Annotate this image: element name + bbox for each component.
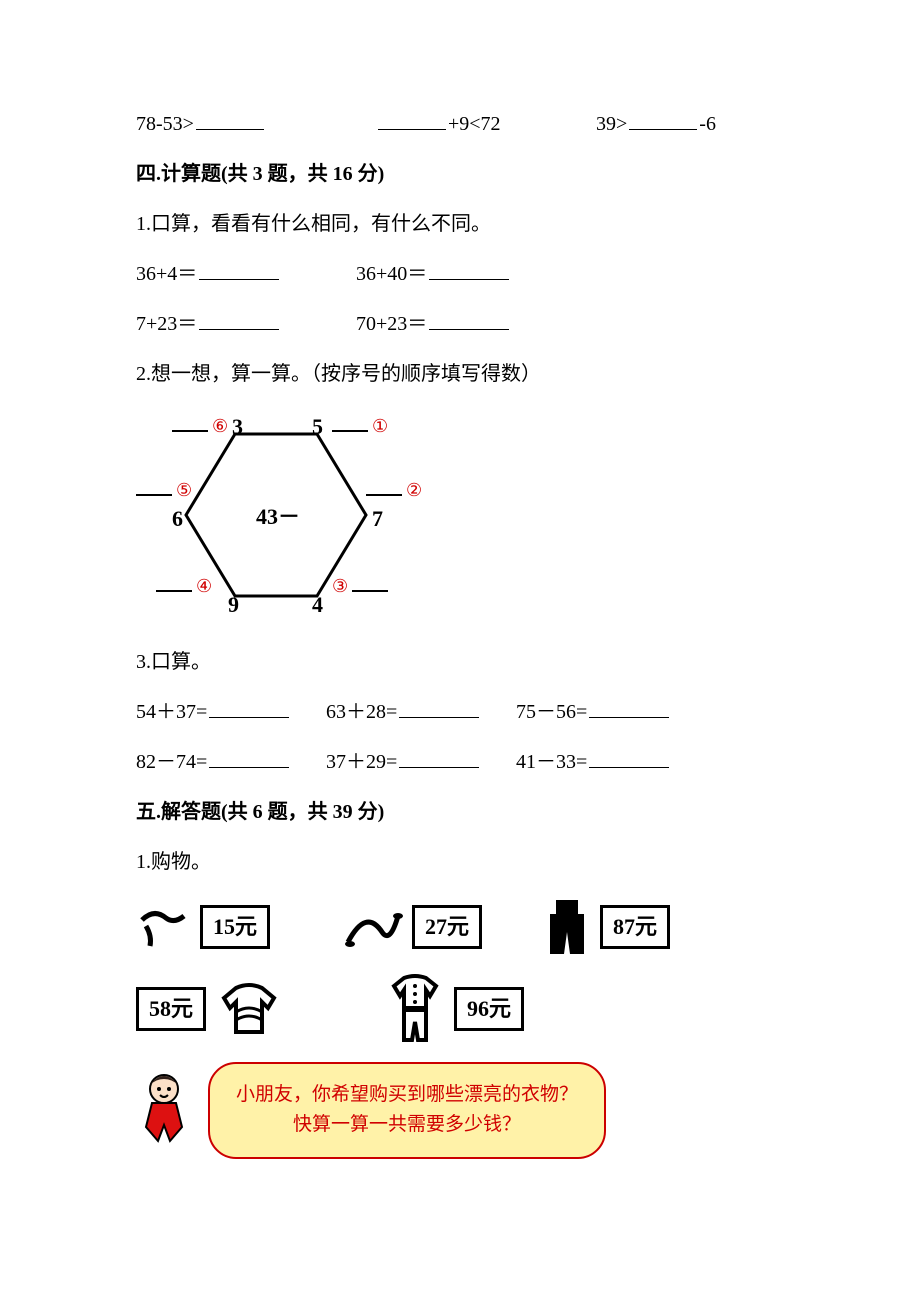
blank[interactable] (429, 260, 509, 280)
speech-bubble-row: 小朋友，你希望购买到哪些漂亮的衣物？ 快算一算一共需要多少钱？ (136, 1062, 784, 1159)
circled-6: ⑥ (212, 416, 228, 436)
hexagon-diagram: 43－ 3 ⑥ 5 ① 7 ② 4 ③ 9 ④ 6 ⑤ (136, 410, 426, 620)
scarf-icon (136, 906, 192, 948)
blank[interactable] (399, 698, 479, 718)
price-15: 15元 (200, 905, 270, 950)
expr: 82－74= (136, 751, 207, 773)
q4-1-text: 1.口算，看看有什么相同，有什么不同。 (136, 210, 784, 238)
q4-1-row1: 36+4＝ 36+40＝ (136, 260, 784, 288)
expr: 70+23＝ (356, 313, 427, 335)
bubble-line-1: 小朋友，你希望购买到哪些漂亮的衣物？ (236, 1080, 578, 1110)
kid-icon (136, 1071, 198, 1149)
blank[interactable] (136, 480, 172, 496)
blank[interactable] (629, 110, 697, 130)
blank[interactable] (378, 110, 446, 130)
hex-v-bl: 9 (228, 590, 239, 621)
price-87: 87元 (600, 905, 670, 950)
shop-row-1: 15元 27元 87元 (136, 898, 784, 956)
shopping-panel: 15元 27元 87元 58元 (136, 898, 784, 1159)
q4-1-row2: 7+23＝ 70+23＝ (136, 310, 784, 338)
speech-bubble: 小朋友，你希望购买到哪些漂亮的衣物？ 快算一算一共需要多少钱？ (208, 1062, 606, 1159)
blank[interactable] (172, 416, 208, 432)
ineq-3-prefix: 39> (596, 113, 627, 135)
price-58: 58元 (136, 987, 206, 1032)
blank[interactable] (352, 576, 388, 592)
hex-v-r: 7 (372, 504, 383, 535)
price-96: 96元 (454, 987, 524, 1032)
section-4-heading: 四.计算题(共 3 题，共 16 分) (136, 160, 784, 188)
blank[interactable] (196, 110, 264, 130)
expr: 41－33= (516, 751, 587, 773)
ineq-3-suffix: -6 (699, 113, 716, 135)
price-27: 27元 (412, 905, 482, 950)
blank[interactable] (429, 310, 509, 330)
q5-1-text: 1.购物。 (136, 848, 784, 876)
q4-3-text: 3.口算。 (136, 648, 784, 676)
circled-5: ⑤ (176, 480, 192, 500)
blank[interactable] (332, 416, 368, 432)
hex-v-l: 6 (172, 504, 183, 535)
expr: 75－56= (516, 701, 587, 723)
expr: 36+4＝ (136, 263, 197, 285)
inequality-row: 78-53> +9<72 39> -6 (136, 110, 784, 138)
expr: 36+40＝ (356, 263, 427, 285)
expr: 37＋29= (326, 751, 397, 773)
blank[interactable] (366, 480, 402, 496)
hex-v-tl: 3 (232, 412, 243, 443)
blank[interactable] (209, 748, 289, 768)
blank[interactable] (199, 260, 279, 280)
blank[interactable] (199, 310, 279, 330)
expr: 7+23＝ (136, 313, 197, 335)
blank[interactable] (399, 748, 479, 768)
hex-center: 43－ (256, 502, 300, 533)
shop-row-2: 58元 96元 (136, 974, 784, 1044)
bubble-line-2: 快算一算一共需要多少钱？ (236, 1110, 578, 1140)
blank[interactable] (209, 698, 289, 718)
ineq-1: 78-53> (136, 113, 194, 135)
ineq-2-suffix: +9<72 (448, 113, 501, 135)
section-5-heading: 五.解答题(共 6 题，共 39 分) (136, 798, 784, 826)
q4-2-text: 2.想一想，算一算。（按序号的顺序填写得数） (136, 360, 784, 388)
sweater-icon (214, 982, 284, 1036)
blank[interactable] (589, 748, 669, 768)
circled-4: ④ (196, 576, 212, 596)
circled-3: ③ (332, 576, 348, 596)
q4-3-row2: 82－74= 37＋29= 41－33= (136, 748, 784, 776)
circled-2: ② (406, 480, 422, 500)
expr: 63＋28= (326, 701, 397, 723)
outfit-icon (384, 974, 446, 1044)
hex-v-tr: 5 (312, 412, 323, 443)
rope-icon (340, 904, 404, 950)
hex-v-br: 4 (312, 590, 323, 621)
expr: 54＋37= (136, 701, 207, 723)
blank[interactable] (589, 698, 669, 718)
q4-3-row1: 54＋37= 63＋28= 75－56= (136, 698, 784, 726)
circled-1: ① (372, 416, 388, 436)
overalls-icon (542, 898, 592, 956)
blank[interactable] (156, 576, 192, 592)
